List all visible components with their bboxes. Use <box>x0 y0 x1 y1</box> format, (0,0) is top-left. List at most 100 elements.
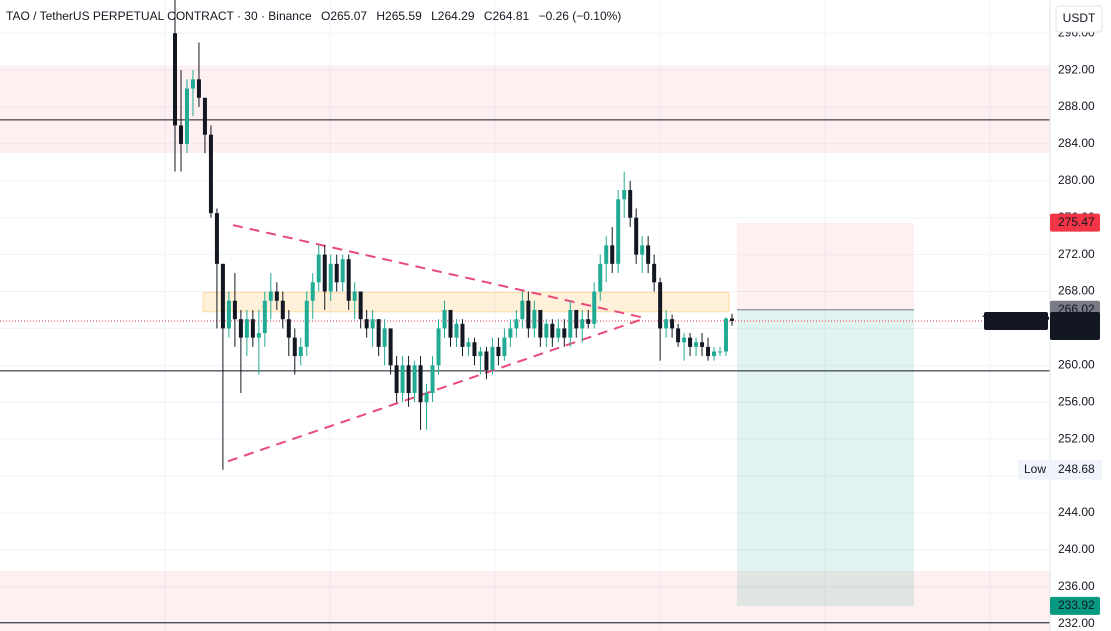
candle-body <box>298 346 303 357</box>
candle-body <box>196 79 201 98</box>
y-tick-label: 288.00 <box>1058 99 1095 113</box>
candle-body <box>646 245 651 264</box>
candle-body <box>610 245 615 264</box>
candle-body <box>340 259 345 283</box>
candle-body <box>562 328 567 338</box>
candle-body <box>688 337 693 347</box>
y-tick-label: 268.00 <box>1058 284 1095 298</box>
y-tick-label: 292.00 <box>1058 62 1095 76</box>
symbol-title: TAO / TetherUS PERPETUAL CONTRACT · 30 ·… <box>6 9 312 23</box>
candle-body <box>304 300 309 347</box>
candle-body <box>472 342 477 357</box>
candle-body <box>256 333 261 338</box>
y-tick-label: 252.00 <box>1058 431 1095 445</box>
candle-body <box>514 319 519 329</box>
candle-body <box>640 245 645 255</box>
candle-body <box>532 309 537 329</box>
candle-body <box>556 328 561 338</box>
y-tick-label: 244.00 <box>1058 505 1095 519</box>
candle-body <box>616 199 621 264</box>
low-tag <box>1018 459 1102 480</box>
y-tick-label: 260.00 <box>1058 357 1095 371</box>
candle-body <box>280 300 285 320</box>
candle-body <box>388 328 393 366</box>
candle-body <box>622 190 627 200</box>
candle-body <box>478 351 483 357</box>
candle-body <box>724 318 729 352</box>
candle-body <box>448 309 453 338</box>
candle-body <box>292 337 297 357</box>
candle-body <box>226 300 231 329</box>
ohlc-open: O265.07 <box>321 9 367 23</box>
y-tick-label: 256.00 <box>1058 394 1095 408</box>
countdown: 06:55 <box>1058 325 1088 339</box>
ohlc-high: H265.59 <box>376 9 422 23</box>
zone <box>0 571 1050 631</box>
header: TAO / TetherUS PERPETUAL CONTRACT · 30 ·… <box>6 9 621 23</box>
price-tag <box>1050 213 1100 232</box>
low-value: 248.68 <box>1058 462 1095 476</box>
candle-body <box>418 365 423 403</box>
candle-body <box>232 300 237 320</box>
price-tag-label: 233.92 <box>1058 598 1095 612</box>
candle-body <box>652 263 657 283</box>
candle-body <box>220 263 225 329</box>
candle-body <box>568 309 573 338</box>
y-tick-label: 240.00 <box>1058 542 1095 556</box>
symbol-label: TAOUSDT.P <box>982 313 1049 327</box>
candle-body <box>490 346 495 370</box>
supply-zone <box>202 291 730 313</box>
candle-body <box>430 365 435 393</box>
candle-body <box>538 309 543 338</box>
candle-body <box>184 88 189 144</box>
plot-area <box>0 0 1050 631</box>
candle-body <box>658 282 663 329</box>
candle-body <box>364 319 369 329</box>
candle-body <box>628 190 633 218</box>
candle-body <box>310 282 315 301</box>
candle-body <box>352 291 357 301</box>
y-tick-label: 232.00 <box>1058 616 1095 630</box>
candle-body <box>328 263 333 292</box>
candle-body <box>412 365 417 393</box>
candle-body <box>460 323 465 347</box>
candle-body <box>173 33 177 126</box>
target-area <box>737 309 914 606</box>
candle-body <box>238 319 243 338</box>
unit-label: USDT <box>1063 11 1096 25</box>
candle-body <box>250 319 255 338</box>
stop-area <box>737 222 914 310</box>
ohlc-close: C264.81 <box>484 9 530 23</box>
change: −0.26 (−0.10%) <box>539 9 622 23</box>
y-tick-label: 272.00 <box>1058 247 1095 261</box>
candle-body <box>346 259 351 301</box>
candle-body <box>706 346 711 357</box>
symbol-tag <box>984 311 1048 330</box>
candle-body <box>370 319 375 329</box>
unit-button[interactable] <box>1055 5 1103 33</box>
candle-body <box>712 351 717 357</box>
candle-body <box>322 254 327 292</box>
candle-body <box>436 328 441 366</box>
candle-body <box>730 318 734 321</box>
ohlc-low: L264.29 <box>431 9 475 23</box>
candle-body <box>406 365 411 393</box>
candle-body <box>334 263 339 283</box>
candle-body <box>718 351 723 353</box>
candle-body <box>274 291 279 301</box>
y-tick-label: 236.00 <box>1058 579 1095 593</box>
candle-body <box>544 323 549 338</box>
candle-body <box>244 319 249 338</box>
candle-body <box>694 342 699 347</box>
candle-body <box>496 346 501 357</box>
candle-body <box>376 319 381 347</box>
candle-body <box>382 328 387 347</box>
candle-body <box>670 319 675 329</box>
candle-body <box>424 392 429 403</box>
candle-body <box>358 291 363 320</box>
trendline <box>232 224 643 319</box>
price-tags: 275.47266.02233.92264.8106:55TAOUSDT.PLo… <box>982 213 1102 615</box>
price-tag <box>1050 596 1100 615</box>
candle-body <box>286 319 291 338</box>
